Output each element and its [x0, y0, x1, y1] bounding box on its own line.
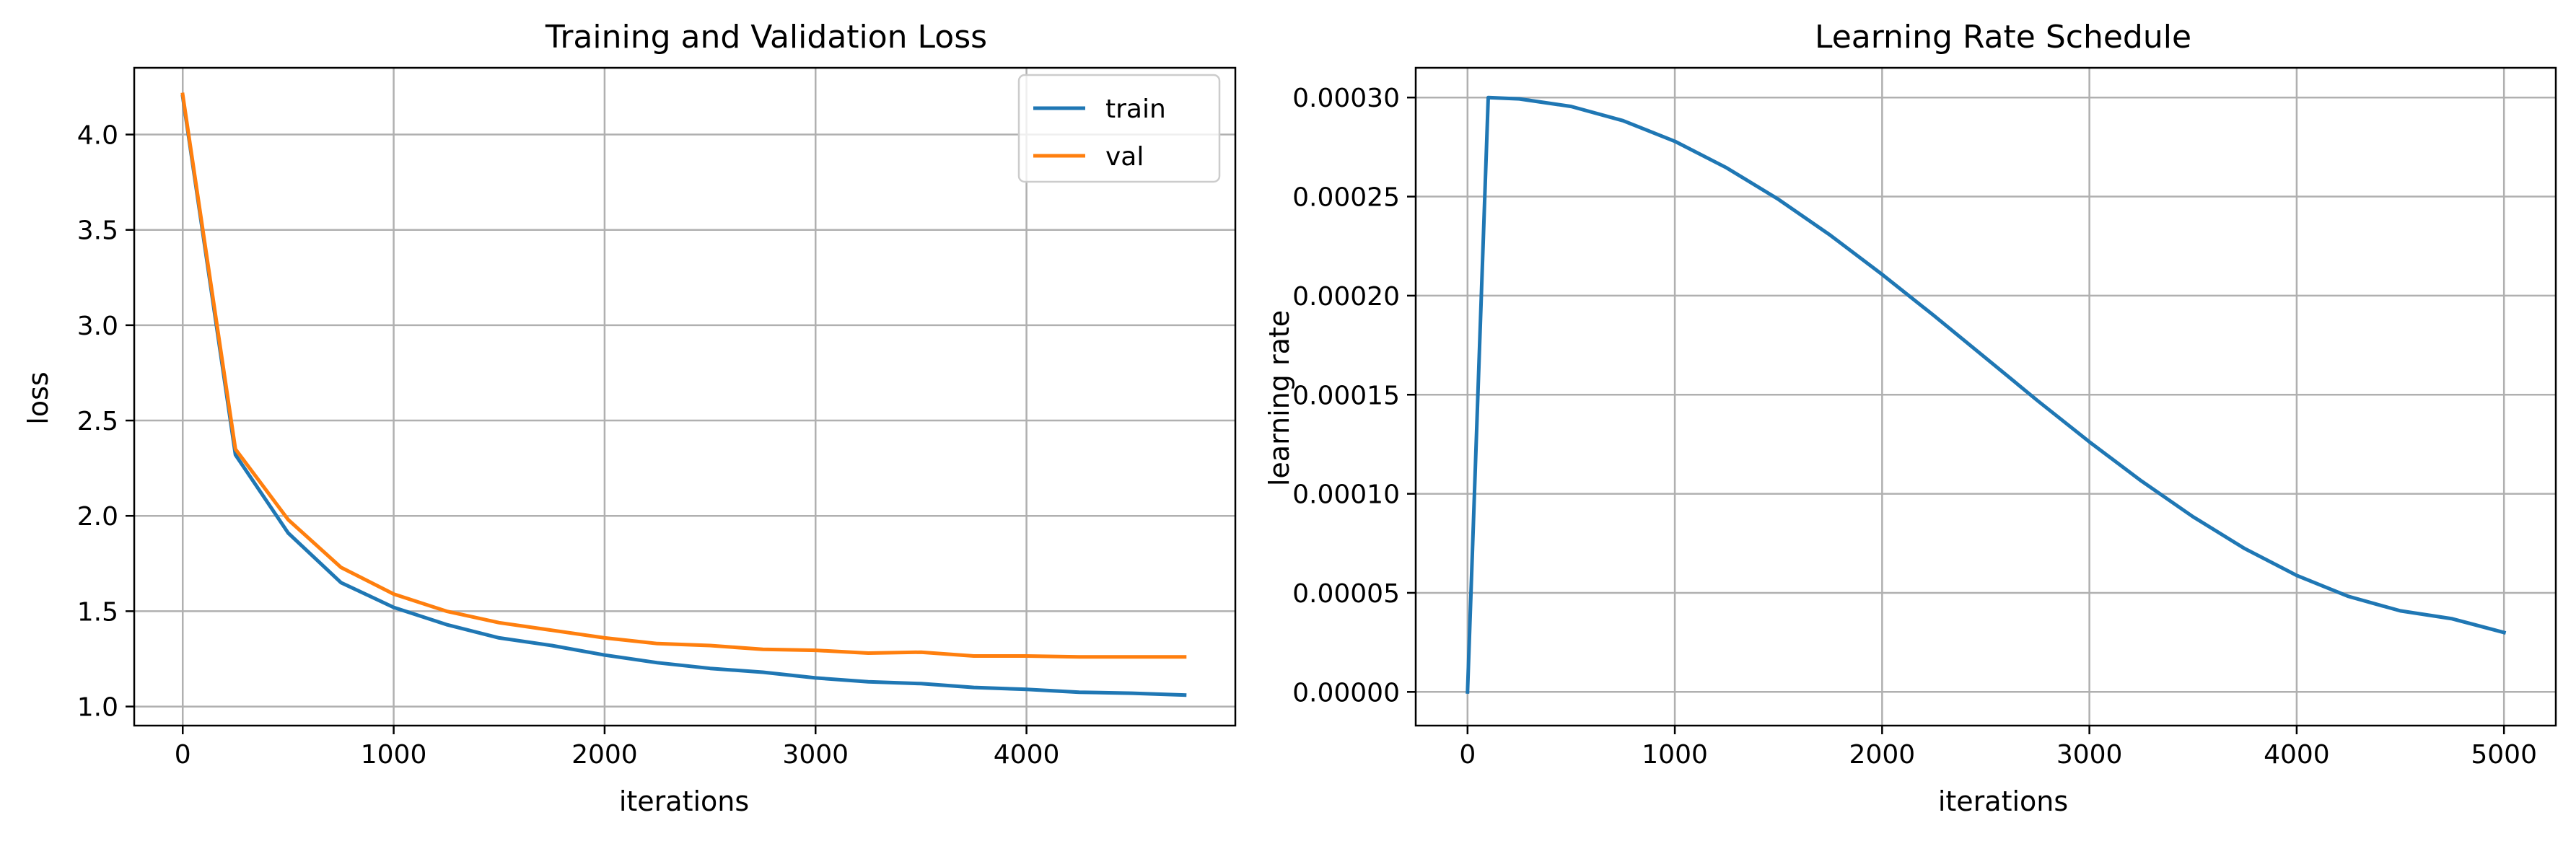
loss-chart-title: Training and Validation Loss	[545, 19, 987, 56]
loss-chart-x-tick-label: 4000	[994, 740, 1060, 770]
loss-chart-x-tick-label: 2000	[571, 740, 638, 770]
loss-chart: Training and Validation Loss 0 1000 2000 30…	[22, 19, 1237, 817]
lr-chart-y-tick-label: 0.00030	[1292, 84, 1400, 113]
legend-val-label: val	[1105, 142, 1144, 172]
loss-chart-y-ticks: 1.0 1.5 2.0 2.5 3.0 3.5 4.0	[77, 121, 134, 723]
lr-chart-x-tick-label: 4000	[2264, 740, 2330, 770]
loss-chart-frame	[133, 66, 1237, 727]
lr-chart-x-tick-label: 3000	[2056, 740, 2123, 770]
lr-chart-y-tick-label: 0.00020	[1292, 282, 1400, 312]
lr-chart-y-tick-label: 0.00015	[1292, 381, 1400, 410]
lr-chart-x-tick-label: 5000	[2471, 740, 2537, 770]
loss-chart-y-tick-label: 2.5	[77, 407, 118, 436]
lr-chart-x-label: iterations	[1938, 785, 2068, 817]
lr-chart-y-tick-label: 0.00010	[1292, 480, 1400, 510]
loss-chart-y-tick-label: 3.5	[77, 216, 118, 246]
legend-train-label: train	[1105, 94, 1166, 124]
lr-chart-lines	[1466, 95, 2507, 694]
lr-chart-y-tick-label: 0.00005	[1292, 579, 1400, 609]
lr-chart-line-series-0	[1466, 95, 2507, 694]
loss-chart-x-tick-label: 1000	[361, 740, 427, 770]
loss-chart-y-tick-label: 1.5	[77, 597, 118, 627]
lr-chart-y-ticks: 0.00000 0.00005 0.00010 0.00015 0.00020 0.000…	[1292, 84, 1416, 708]
loss-chart-legend: train val	[1017, 74, 1221, 183]
loss-chart-x-label: iterations	[619, 785, 749, 817]
lr-chart-y-label: learning rate	[1263, 310, 1295, 486]
loss-chart-x-tick-label: 3000	[782, 740, 849, 770]
loss-chart-line-val	[180, 92, 1187, 659]
lr-chart-y-tick-label: 0.00025	[1292, 183, 1400, 213]
lr-chart-grid	[1416, 68, 2556, 726]
loss-chart-lines	[180, 92, 1187, 697]
loss-chart-y-tick-label: 2.0	[77, 502, 118, 532]
lr-chart-x-tick-label: 1000	[1642, 740, 1708, 770]
loss-chart-grid	[134, 68, 1235, 726]
lr-chart-x-ticks: 0 1000 2000 3000 4000 5000	[1459, 726, 2537, 770]
lr-chart-y-tick-label: 0.00000	[1292, 678, 1400, 708]
lr-chart: Learning Rate Schedule 0 1000 2000 3000 4000…	[1263, 19, 2557, 817]
loss-chart-x-tick-label: 0	[175, 740, 191, 770]
lr-chart-frame	[1414, 66, 2557, 727]
loss-chart-y-label: loss	[22, 371, 54, 424]
loss-chart-x-ticks: 0 1000 2000 3000 4000	[175, 726, 1060, 770]
loss-chart-y-tick-label: 4.0	[77, 121, 118, 151]
lr-chart-x-tick-label: 0	[1459, 740, 1476, 770]
lr-chart-title: Learning Rate Schedule	[1815, 19, 2191, 56]
loss-chart-y-tick-label: 1.0	[77, 693, 118, 723]
lr-chart-x-tick-label: 2000	[1849, 740, 1916, 770]
loss-chart-line-train	[180, 94, 1187, 697]
loss-chart-y-tick-label: 3.0	[77, 312, 118, 341]
